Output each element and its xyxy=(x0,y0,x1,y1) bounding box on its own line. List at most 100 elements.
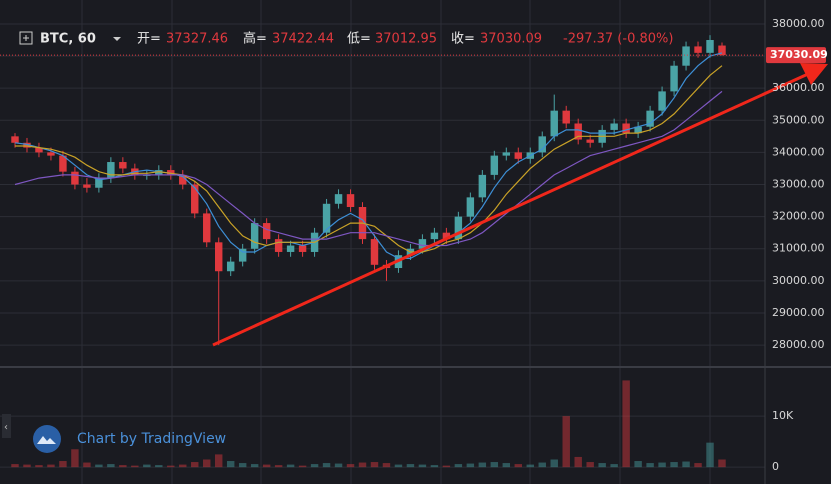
volume-bar xyxy=(574,456,582,468)
volume-bar xyxy=(107,464,115,468)
candle-body xyxy=(155,170,163,175)
candle-body xyxy=(262,223,271,240)
y-tick-label: 28000.00 xyxy=(772,338,825,351)
volume-bar xyxy=(706,442,714,468)
last-price-badge xyxy=(766,47,826,64)
y-tick-label: 34000.00 xyxy=(772,145,825,158)
candle-body xyxy=(167,170,175,175)
candle-body xyxy=(694,46,702,53)
candle-body xyxy=(430,232,439,240)
candle-body xyxy=(119,162,127,169)
watermark-text[interactable]: Chart by TradingView xyxy=(77,431,226,447)
candle-body xyxy=(562,110,570,124)
volume-bar xyxy=(47,464,55,468)
candle-body xyxy=(250,223,259,249)
candle-body xyxy=(490,155,499,175)
volume-bar xyxy=(274,465,283,468)
volume-bar xyxy=(71,449,79,468)
legend-header: BTC, 60 开= 37327.46 高= 37422.44 低= 37012… xyxy=(19,31,673,47)
volume-bar xyxy=(143,464,151,468)
y-tick-label: 32000.00 xyxy=(772,210,825,223)
candle-body xyxy=(47,152,55,156)
candle-body xyxy=(706,40,714,53)
volume-bar xyxy=(346,464,355,468)
candle-body xyxy=(502,152,511,156)
candle-body xyxy=(107,162,115,179)
side-toggle[interactable] xyxy=(2,414,11,438)
volume-bar xyxy=(454,464,463,468)
moving-average xyxy=(14,52,723,259)
candle-body xyxy=(238,248,247,262)
candle-body xyxy=(550,110,558,137)
volume-bar xyxy=(406,464,415,468)
volume-bar xyxy=(83,462,91,468)
candle-body xyxy=(95,178,103,188)
candle-body xyxy=(179,174,187,185)
candle-body xyxy=(454,216,463,240)
volume-bar xyxy=(538,462,546,468)
volume-bar xyxy=(334,463,343,468)
open-key: 开= xyxy=(137,32,161,47)
y-tick-label: 38000.00 xyxy=(772,17,825,30)
volume-bar xyxy=(622,380,630,468)
candle-body xyxy=(346,194,355,207)
candle-body xyxy=(11,136,19,143)
grid xyxy=(0,0,765,484)
volume-bar xyxy=(682,461,690,468)
close-value: 37030.09 xyxy=(480,32,542,47)
last-price-label: 37030.09 xyxy=(770,48,828,61)
y-tick-label: 30000.00 xyxy=(772,274,825,287)
volume-bar xyxy=(167,465,175,468)
symbol-dropdown[interactable] xyxy=(113,37,121,41)
vol-tick-label: 0 xyxy=(772,460,779,473)
add-icon[interactable] xyxy=(19,31,33,45)
volume-bar xyxy=(322,463,331,468)
candle-body xyxy=(610,123,618,130)
candle-body xyxy=(370,239,379,265)
low-key: 低= xyxy=(347,32,371,47)
candle-body xyxy=(682,46,690,66)
volume-bar xyxy=(694,463,702,468)
volume-bar xyxy=(562,416,570,468)
logo xyxy=(33,425,61,453)
volume-bar xyxy=(226,461,235,468)
volume-bar xyxy=(430,465,439,468)
symbol[interactable]: BTC, 60 xyxy=(40,32,96,47)
volume-bar xyxy=(466,463,475,468)
volume-bar xyxy=(490,462,499,468)
candle-body xyxy=(658,91,666,111)
candle-body xyxy=(83,184,91,188)
moving-average xyxy=(14,90,723,247)
candle-body xyxy=(322,203,331,233)
volume-bar xyxy=(131,465,139,468)
volume-bar xyxy=(298,465,307,468)
moving-average xyxy=(15,65,723,253)
volume-bar xyxy=(11,464,19,468)
volume-bar xyxy=(310,464,319,468)
candle-body xyxy=(35,147,43,153)
candle-body xyxy=(59,155,67,172)
candle-body xyxy=(274,239,283,252)
y-tick-label: 29000.00 xyxy=(772,306,825,319)
volume-bar xyxy=(658,462,666,468)
volume-bar xyxy=(23,464,31,468)
candle-body xyxy=(514,152,523,159)
open-value: 37327.46 xyxy=(166,32,228,47)
candle-body xyxy=(286,245,295,252)
volume-bar xyxy=(634,461,642,468)
candle-body xyxy=(191,184,199,214)
high-key: 高= xyxy=(243,31,267,47)
volume-bar xyxy=(250,464,259,468)
candle-body xyxy=(226,261,235,272)
high-value: 37422.44 xyxy=(272,32,334,47)
candle-body xyxy=(646,110,654,127)
volume-bar xyxy=(670,462,678,468)
candle-body xyxy=(71,171,79,185)
y-tick-label: 36000.00 xyxy=(772,81,825,94)
y-tick-label: 31000.00 xyxy=(772,242,825,255)
volume-bar xyxy=(286,464,295,468)
volume-bar xyxy=(418,464,427,468)
volume-bar xyxy=(370,462,379,468)
